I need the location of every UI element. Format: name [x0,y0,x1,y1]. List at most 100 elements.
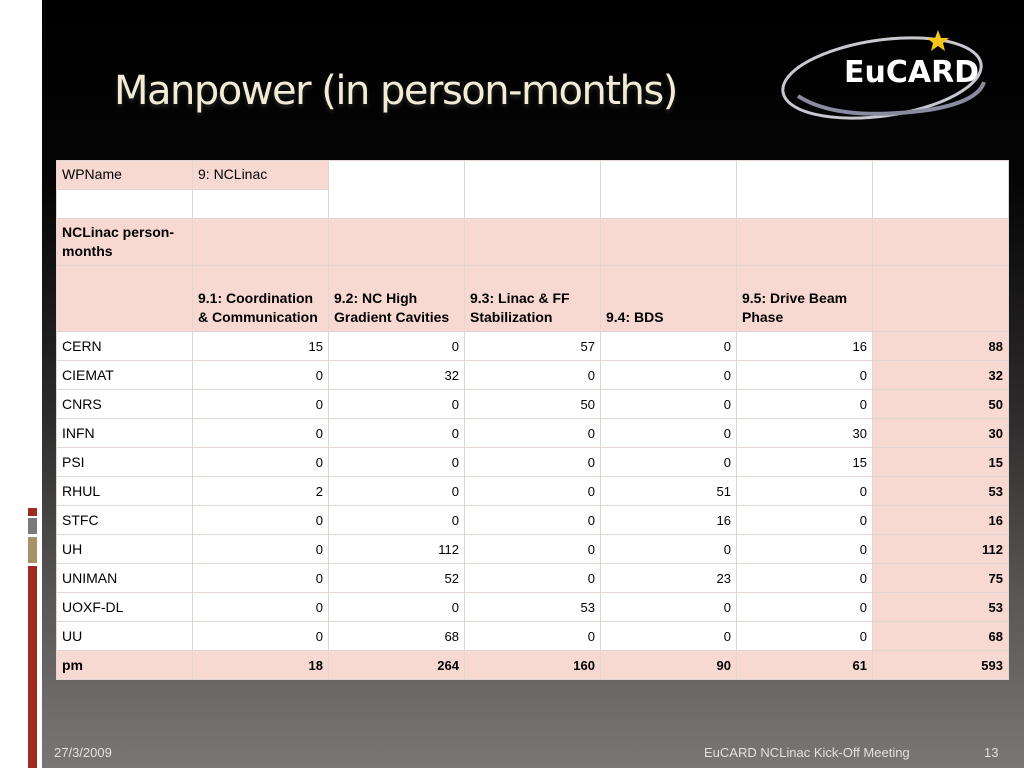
footer-meeting: EuCARD NCLinac Kick-Off Meeting [704,745,910,760]
footer-date: 27/3/2009 [54,745,112,760]
manpower-table: WPName 9: NCLinac NCLinac person-months … [56,160,1009,680]
value-cell: 15 [736,447,873,477]
empty-cell [600,218,737,266]
value-cell: 0 [192,418,329,448]
value-cell: 0 [328,389,465,419]
row-name-cell: CIEMAT [56,360,193,390]
table-row: UH 0 112 0 0 0 112 [56,534,1009,564]
value-cell: 0 [328,447,465,477]
value-cell: 0 [464,447,601,477]
table-row: STFC 0 0 0 16 0 16 [56,505,1009,535]
value-cell: 68 [328,621,465,651]
value-cell: 32 [328,360,465,390]
star-icon [927,30,949,51]
empty-cell [736,218,873,266]
empty-cell [872,265,1009,332]
column-header: 9.4: BDS [600,265,737,332]
empty-cell [464,160,601,219]
decor-block [28,518,37,534]
wp-label-cell: WPName [56,160,193,190]
value-cell: 0 [192,563,329,593]
value-cell: 0 [600,389,737,419]
value-cell: 0 [464,418,601,448]
value-cell: 51 [600,476,737,506]
value-cell: 0 [464,621,601,651]
empty-cell [872,218,1009,266]
slide-title: Manpower (in person-months) [114,68,678,114]
row-total-cell: 68 [872,621,1009,651]
value-cell: 0 [192,447,329,477]
value-cell: 0 [600,360,737,390]
row-total-cell: 75 [872,563,1009,593]
row-total-cell: 50 [872,389,1009,419]
empty-cell [328,218,465,266]
value-cell: 0 [192,505,329,535]
decor-block [28,537,37,563]
column-header: 9.3: Linac & FF Stabilization [464,265,601,332]
value-cell: 0 [736,505,873,535]
empty-cell [56,265,193,332]
total-value-cell: 160 [464,650,601,680]
table-row: CIEMAT 0 32 0 0 0 32 [56,360,1009,390]
value-cell: 112 [328,534,465,564]
value-cell: 2 [192,476,329,506]
value-cell: 0 [464,476,601,506]
empty-cell [600,160,737,219]
value-cell: 0 [192,534,329,564]
value-cell: 50 [464,389,601,419]
value-cell: 0 [600,592,737,622]
value-cell: 0 [192,621,329,651]
value-cell: 0 [328,476,465,506]
total-value-cell: 264 [328,650,465,680]
table-row: UOXF-DL 0 0 53 0 0 53 [56,592,1009,622]
row-name-cell: STFC [56,505,193,535]
value-cell: 16 [600,505,737,535]
value-cell: 0 [600,534,737,564]
row-total-cell: 88 [872,331,1009,361]
value-cell: 0 [736,534,873,564]
row-name-cell: UU [56,621,193,651]
value-cell: 23 [600,563,737,593]
decor-block [28,508,37,516]
total-value-cell: 61 [736,650,873,680]
value-cell: 0 [192,360,329,390]
value-cell: 0 [736,621,873,651]
empty-cell [192,218,329,266]
column-header: 9.5: Drive Beam Phase [736,265,873,332]
row-name-cell: UNIMAN [56,563,193,593]
value-cell: 0 [328,592,465,622]
column-header: 9.2: NC High Gradient Cavities [328,265,465,332]
table-row: UNIMAN 0 52 0 23 0 75 [56,563,1009,593]
value-cell: 0 [600,621,737,651]
value-cell: 0 [464,534,601,564]
total-label-cell: pm [56,650,193,680]
svg-text:EuCARD: EuCARD [844,55,979,90]
row-total-cell: 15 [872,447,1009,477]
value-cell: 53 [464,592,601,622]
value-cell: 0 [328,505,465,535]
column-header-row: 9.1: Coordination & Communication 9.2: N… [56,265,1009,332]
value-cell: 0 [464,360,601,390]
empty-cell [56,189,193,219]
table-row: UU 0 68 0 0 0 68 [56,621,1009,651]
value-cell: 0 [736,476,873,506]
row-name-cell: UH [56,534,193,564]
row-name-cell: CNRS [56,389,193,419]
value-cell: 52 [328,563,465,593]
wp-value-cell: 9: NCLinac [192,160,329,190]
page-number: 13 [984,745,999,760]
total-value-cell: 90 [600,650,737,680]
empty-cell [464,218,601,266]
row-name-cell: INFN [56,418,193,448]
row-name-cell: UOXF-DL [56,592,193,622]
value-cell: 16 [736,331,873,361]
grand-total-cell: 593 [872,650,1009,680]
value-cell: 0 [600,447,737,477]
value-cell: 0 [600,418,737,448]
empty-cell [736,160,873,219]
row-total-cell: 53 [872,476,1009,506]
value-cell: 0 [464,505,601,535]
row-total-cell: 30 [872,418,1009,448]
table-row: CNRS 0 0 50 0 0 50 [56,389,1009,419]
table-row: RHUL 2 0 0 51 0 53 [56,476,1009,506]
